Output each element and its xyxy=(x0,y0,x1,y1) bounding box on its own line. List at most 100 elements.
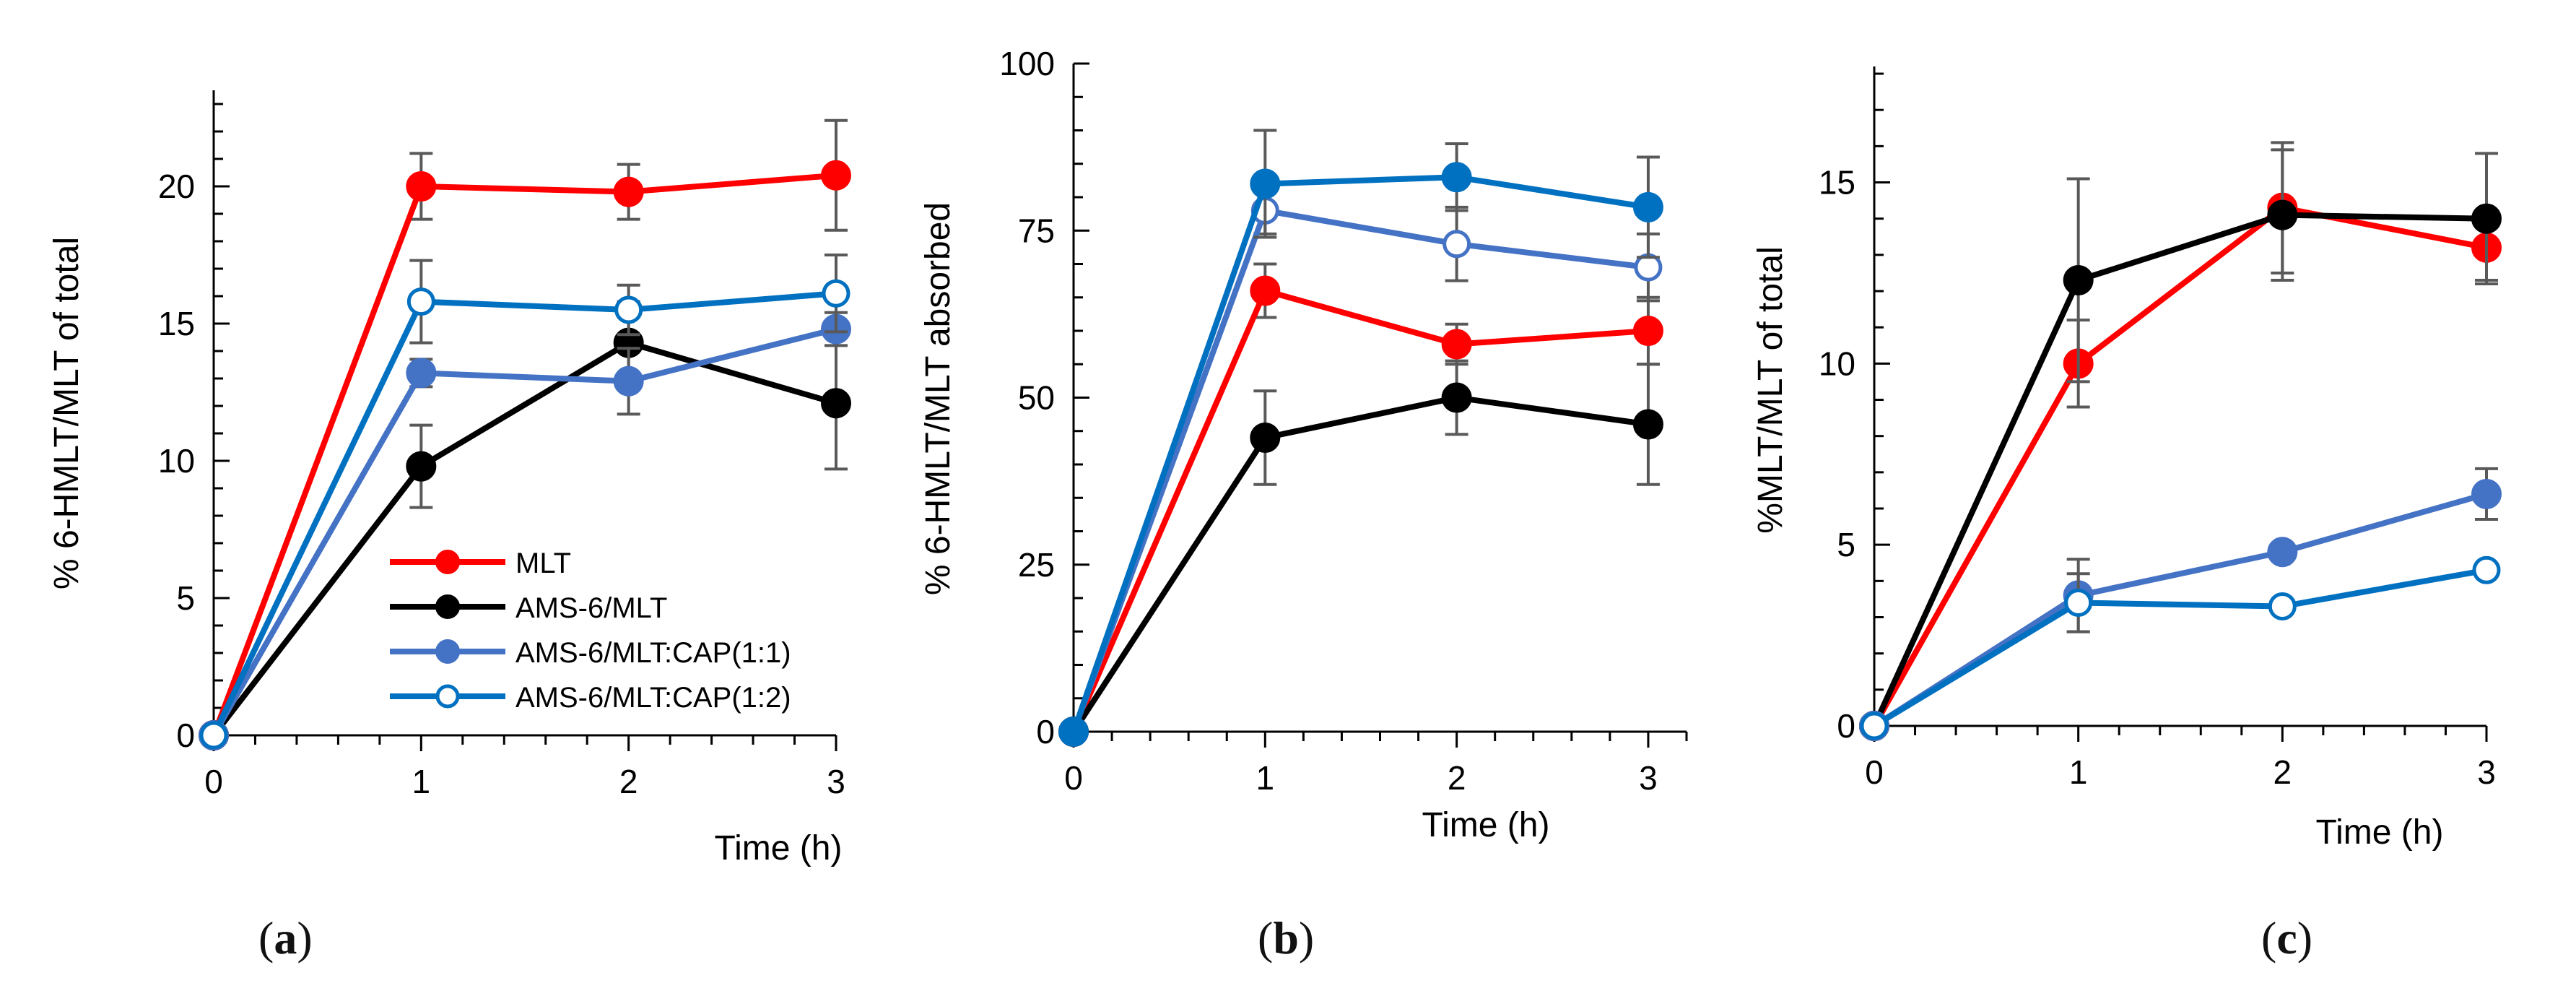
x-tick-label: 3 xyxy=(2477,753,2496,791)
legend-marker xyxy=(435,550,460,574)
y-tick-label: 15 xyxy=(158,305,195,342)
y-tick-label: 20 xyxy=(158,168,195,205)
data-point xyxy=(2267,537,2298,568)
legend-marker xyxy=(435,594,460,619)
data-point xyxy=(613,176,644,207)
legend-marker xyxy=(435,639,460,664)
data-point xyxy=(822,279,850,308)
data-point xyxy=(1632,316,1663,346)
series-mlt xyxy=(1058,262,1663,747)
y-axis-label: % 6-HMLT/MLT of total xyxy=(48,237,86,589)
data-point xyxy=(1441,329,1472,360)
x-axis-label: Time (h) xyxy=(2316,813,2444,852)
y-axis-label: % 6-HMLT/MLT absorbed xyxy=(919,202,957,595)
caption-c: (c) xyxy=(2261,912,2313,964)
x-tick-label: 2 xyxy=(1448,759,1466,797)
y-tick-label: 5 xyxy=(176,579,195,617)
series-line xyxy=(211,326,837,737)
x-axis-label: Time (h) xyxy=(715,829,843,867)
x-tick-label: 3 xyxy=(1639,759,1658,797)
legend-label: AMS-6/MLT:CAP(1:1) xyxy=(515,637,791,669)
series-ams-6-mlt xyxy=(1859,148,2502,741)
y-tick-label: 10 xyxy=(1819,345,1855,382)
x-tick-label: 1 xyxy=(1256,759,1275,797)
series-line xyxy=(211,172,837,737)
x-tick-label: 2 xyxy=(2273,753,2292,791)
x-tick-label: 3 xyxy=(827,763,845,800)
legend-label: MLT xyxy=(515,548,571,579)
chart-panel-b: 0 25 50 75 100 0 1 2 3 Time (h) % 6-HMLT/MLT absor… xyxy=(919,45,1688,844)
x-tick-label: 0 xyxy=(1064,759,1083,797)
series-line xyxy=(1071,394,1649,734)
data-point xyxy=(2063,264,2094,295)
data-point xyxy=(2471,478,2502,509)
data-point xyxy=(1441,162,1472,193)
data-point xyxy=(1860,711,1889,740)
data-point xyxy=(1250,423,1281,453)
x-tick-label: 2 xyxy=(619,763,638,800)
y-tick-label: 5 xyxy=(1837,526,1855,563)
data-point xyxy=(613,365,644,397)
y-tick-label: 0 xyxy=(1036,713,1055,750)
series-line xyxy=(211,290,837,737)
series-line xyxy=(211,339,837,737)
data-point xyxy=(2471,203,2502,234)
data-point xyxy=(1443,230,1471,259)
data-point xyxy=(406,358,437,389)
y-tick-label: 25 xyxy=(1018,546,1055,584)
x-tick-label: 0 xyxy=(204,763,223,800)
series-ams-6-mlt-cap-1-2 xyxy=(199,254,850,750)
series-line xyxy=(1871,204,2487,727)
x-tick-label: 0 xyxy=(1865,753,1884,791)
data-point xyxy=(2472,555,2501,584)
series-line xyxy=(1872,567,2487,729)
series-mlt xyxy=(1859,141,2502,741)
y-tick-label: 15 xyxy=(1819,164,1855,202)
series-ams-6-mlt-cap-1-1 xyxy=(1059,186,1663,746)
data-point xyxy=(1632,191,1663,222)
data-point xyxy=(1250,168,1281,199)
caption-b: (b) xyxy=(1258,912,1315,964)
series-line xyxy=(1871,212,2487,727)
y-axis-label: %MLT/MLT of total xyxy=(1752,246,1790,533)
data-point xyxy=(1058,717,1089,747)
legend-label: AMS-6/MLT:CAP(1:2) xyxy=(515,682,791,714)
data-point xyxy=(199,721,228,750)
data-point xyxy=(2268,592,2297,620)
series-line xyxy=(1872,491,2488,729)
caption-a: (a) xyxy=(258,912,313,964)
y-tick-label: 0 xyxy=(176,717,195,754)
data-point xyxy=(406,287,435,316)
data-point xyxy=(406,171,437,202)
series-ams-6-mlt-cap-1-2 xyxy=(1860,555,2501,740)
data-point xyxy=(2064,588,2093,617)
chart-panel-c: 0 5 10 15 0 1 2 3 Time (h) %MLT/MLT of total xyxy=(1752,66,2502,852)
x-tick-label: 1 xyxy=(2069,753,2088,791)
data-point xyxy=(1441,382,1472,413)
x-axis-label: Time (h) xyxy=(1422,806,1550,844)
y-tick-label: 100 xyxy=(999,45,1055,82)
data-point xyxy=(1632,409,1663,440)
series-line xyxy=(1071,207,1649,733)
series-ams-6-mlt-cap-1-2 xyxy=(1058,129,1663,747)
series-line xyxy=(1071,287,1649,733)
data-point xyxy=(614,295,643,324)
y-tick-label: 0 xyxy=(1837,707,1855,745)
y-tick-label: 50 xyxy=(1018,379,1055,417)
y-tick-label: 10 xyxy=(158,442,195,480)
data-point xyxy=(821,388,851,419)
data-point xyxy=(406,451,437,482)
chart-panel-a: 0 5 10 15 20 0 1 2 3 Time (h) % 6-HMLT/MLT of tota… xyxy=(48,90,851,867)
series-mlt xyxy=(199,118,851,750)
data-point xyxy=(821,160,851,191)
series-line xyxy=(1071,174,1649,733)
data-point xyxy=(2267,199,2298,230)
legend: MLT AMS-6/MLT AMS-6/MLT:CAP(1:1) AMS-6/MLT:… xyxy=(390,548,791,714)
series-ams-6-mlt xyxy=(1058,359,1663,747)
legend-marker xyxy=(435,684,460,709)
legend-label: AMS-6/MLT xyxy=(515,592,667,624)
data-point xyxy=(1250,275,1281,306)
y-tick-label: 75 xyxy=(1018,212,1055,249)
x-tick-label: 1 xyxy=(412,763,431,800)
